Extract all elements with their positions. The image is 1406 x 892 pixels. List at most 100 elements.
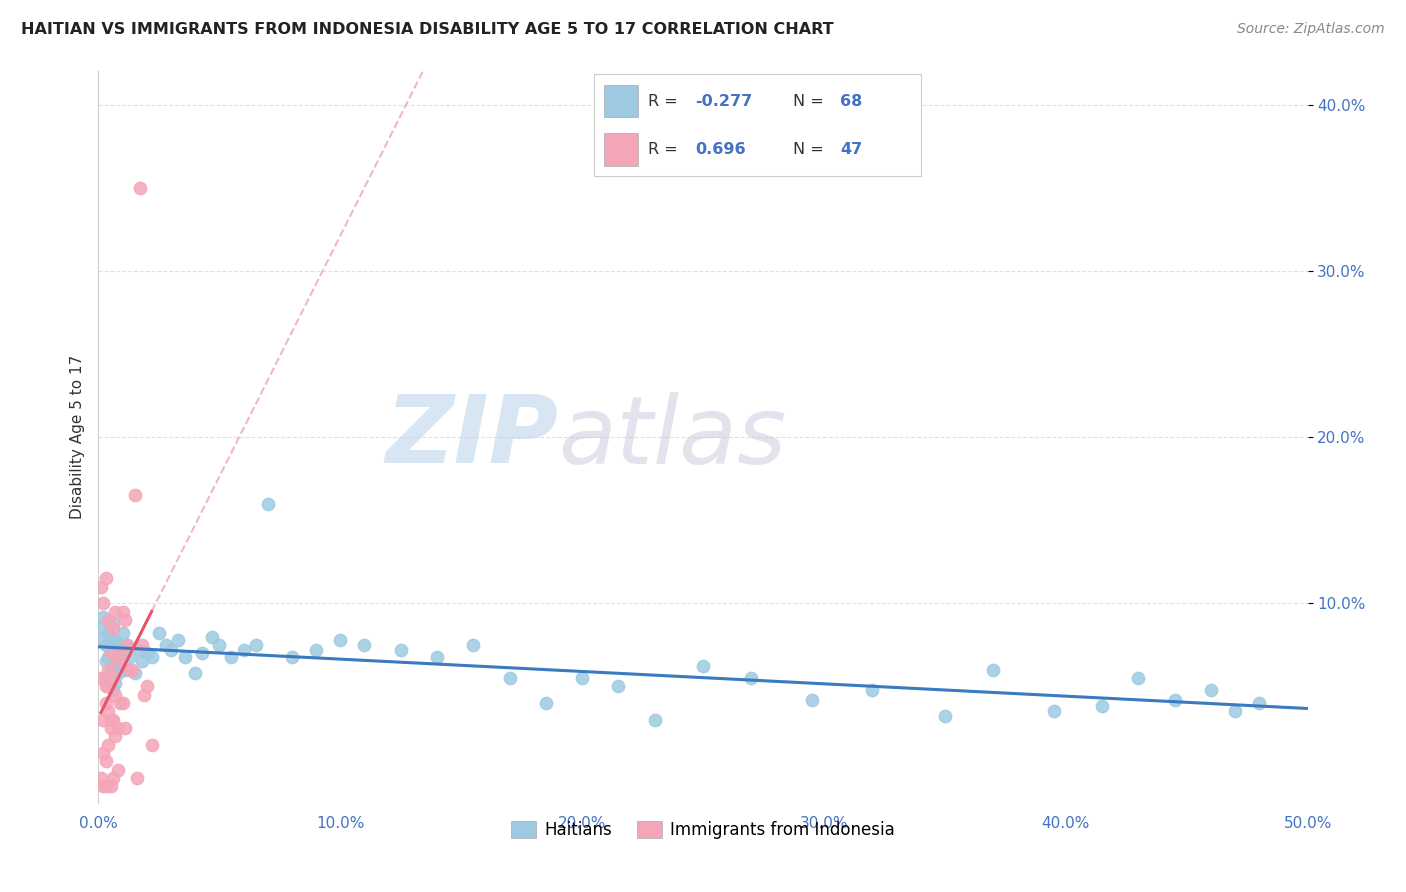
- Point: [90, 671, 112, 685]
- Point: [90, 580, 112, 594]
- Point: [800, 692, 823, 706]
- Point: [1091, 699, 1114, 714]
- Point: [134, 688, 156, 702]
- Point: [1042, 705, 1064, 719]
- Point: [97, 738, 120, 752]
- Point: [571, 671, 593, 685]
- Point: [100, 646, 122, 660]
- Point: [692, 659, 714, 673]
- Point: [498, 671, 520, 685]
- Point: [101, 771, 124, 785]
- Point: [94, 754, 117, 768]
- Point: [104, 729, 127, 743]
- Point: [94, 655, 117, 669]
- Point: [114, 613, 136, 627]
- Point: [91, 713, 114, 727]
- Point: [981, 663, 1004, 677]
- Point: [94, 680, 117, 694]
- Point: [426, 649, 449, 664]
- Point: [108, 646, 131, 660]
- Point: [353, 638, 375, 652]
- Point: [128, 643, 150, 657]
- Point: [117, 638, 139, 652]
- Point: [256, 497, 278, 511]
- Point: [97, 663, 120, 677]
- Point: [329, 632, 352, 647]
- Point: [100, 779, 122, 793]
- Point: [108, 696, 131, 710]
- Point: [148, 626, 170, 640]
- Text: 0.696: 0.696: [695, 142, 745, 157]
- Point: [97, 613, 120, 627]
- Point: [232, 643, 254, 657]
- Legend: Haitians, Immigrants from Indonesia: Haitians, Immigrants from Indonesia: [505, 814, 901, 846]
- Text: N =: N =: [793, 142, 830, 157]
- Point: [91, 632, 114, 647]
- Text: -0.277: -0.277: [695, 94, 752, 109]
- Point: [107, 638, 129, 652]
- Point: [141, 649, 163, 664]
- Point: [101, 713, 124, 727]
- Point: [463, 638, 485, 652]
- Point: [201, 630, 224, 644]
- Point: [860, 682, 883, 697]
- Point: [281, 649, 304, 664]
- Point: [117, 638, 139, 652]
- Point: [934, 709, 956, 723]
- Y-axis label: Disability Age 5 to 17: Disability Age 5 to 17: [69, 355, 84, 519]
- Point: [107, 763, 129, 777]
- Point: [100, 721, 122, 735]
- Point: [118, 663, 141, 677]
- Point: [121, 663, 143, 677]
- Point: [135, 680, 157, 694]
- Point: [114, 663, 136, 677]
- Point: [128, 180, 150, 194]
- Text: N =: N =: [793, 94, 830, 109]
- Point: [607, 680, 630, 694]
- Point: [1199, 682, 1222, 697]
- Point: [245, 638, 267, 652]
- Point: [305, 643, 328, 657]
- Point: [94, 638, 117, 652]
- Text: ZIP: ZIP: [385, 391, 558, 483]
- Point: [740, 671, 762, 685]
- Point: [389, 643, 412, 657]
- Point: [97, 649, 120, 664]
- Point: [100, 663, 122, 677]
- Point: [104, 688, 127, 702]
- Point: [221, 649, 243, 664]
- Point: [104, 632, 127, 647]
- Point: [534, 696, 557, 710]
- Point: [127, 771, 149, 785]
- Point: [174, 649, 197, 664]
- Text: 68: 68: [841, 94, 862, 109]
- Point: [100, 713, 122, 727]
- Point: [131, 655, 153, 669]
- Point: [101, 671, 124, 685]
- Point: [124, 488, 146, 502]
- Point: [1223, 705, 1246, 719]
- Point: [644, 713, 666, 727]
- Point: [101, 643, 124, 657]
- Text: HAITIAN VS IMMIGRANTS FROM INDONESIA DISABILITY AGE 5 TO 17 CORRELATION CHART: HAITIAN VS IMMIGRANTS FROM INDONESIA DIS…: [21, 22, 834, 37]
- FancyBboxPatch shape: [605, 86, 638, 118]
- Point: [155, 638, 177, 652]
- Point: [111, 646, 134, 660]
- Point: [111, 605, 134, 619]
- Point: [94, 696, 117, 710]
- Point: [101, 616, 124, 631]
- Point: [135, 646, 157, 660]
- Point: [114, 721, 136, 735]
- Point: [184, 666, 207, 681]
- Text: atlas: atlas: [558, 392, 786, 483]
- Point: [90, 771, 112, 785]
- Point: [97, 705, 120, 719]
- Text: R =: R =: [648, 142, 688, 157]
- FancyBboxPatch shape: [593, 73, 921, 177]
- Point: [97, 680, 120, 694]
- Point: [167, 632, 190, 647]
- Point: [91, 596, 114, 610]
- Point: [101, 621, 124, 635]
- Point: [104, 655, 127, 669]
- Point: [104, 676, 127, 690]
